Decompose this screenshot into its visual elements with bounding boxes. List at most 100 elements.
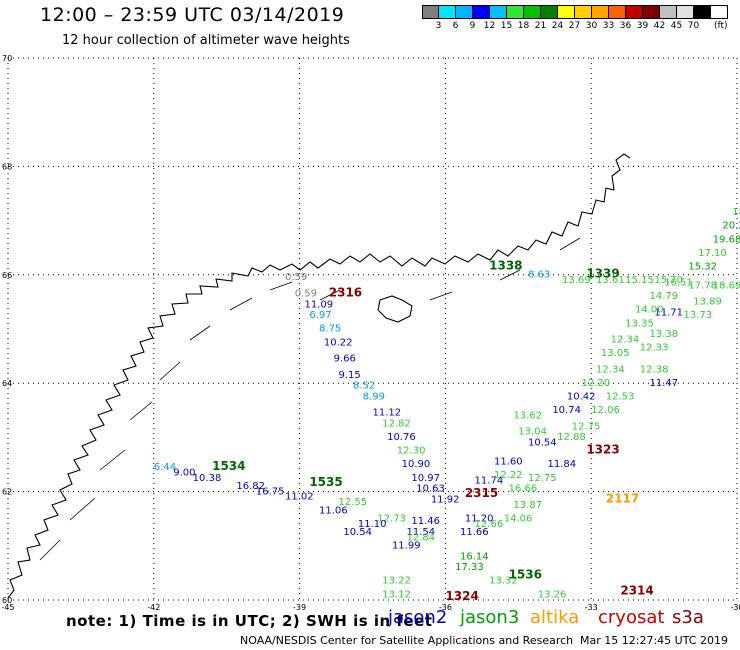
wave-height-value: 13.22 (382, 576, 411, 587)
color-scale-label: 15 (500, 21, 513, 31)
legend-s3a: s3a (672, 607, 704, 628)
wave-height-value: 12.66 (475, 519, 504, 530)
wave-height-value: 13.32 (489, 576, 518, 587)
wave-height-value: 12.22 (494, 470, 523, 481)
wave-height-value: 16.51 (664, 278, 693, 289)
wave-height-value: 12.55 (338, 497, 367, 508)
pass-time-labels: 1338 1339 2316 1534 1535 1323 2315 2117 1536 2314… (212, 258, 654, 603)
lat-tick-label: 60 (2, 596, 12, 605)
wave-height-value: 13.04 (518, 427, 547, 438)
axis-tick-labels: -45 -42 -39 -36 -33 -30 70 68 66 64 62 60 (1, 54, 740, 612)
greenland-coastline (7, 153, 631, 599)
color-scale-label: 24 (551, 21, 564, 31)
wave-height-value: 11.10 (358, 519, 387, 530)
wave-height-value: 10.97 (411, 473, 440, 484)
wave-height-value: 12.20 (581, 378, 610, 389)
color-swatch (643, 5, 660, 19)
wave-height-value: 13.61 (596, 275, 625, 286)
wave-height-value: 13.69 (562, 275, 591, 286)
color-swatch (626, 5, 643, 19)
observation-labels: 0.590.5911.096.978.7510.229.669.158.528.… (154, 207, 740, 600)
wave-height-value: 16.14 (460, 551, 489, 562)
wave-height-value: 12.06 (591, 405, 620, 416)
color-scale-label: 6 (452, 21, 459, 31)
wave-height-value: 10.38 (193, 473, 222, 484)
pass-time-label: 1323 (586, 443, 619, 457)
color-scale-label: 30 (585, 21, 598, 31)
wave-height-value: 17.10 (698, 248, 727, 259)
wave-height-value: 12.38 (640, 364, 669, 375)
wave-height-value: 13.87 (513, 500, 542, 511)
color-scale-label: 36 (619, 21, 632, 31)
wave-height-value: 8.75 (319, 324, 341, 335)
wave-height-value: 10.76 (387, 432, 416, 443)
wave-height-value: 17.78 (688, 280, 717, 291)
lon-tick-label: -39 (293, 603, 306, 612)
chart-title: 12:00 – 23:59 UTC 03/14/2019 (40, 4, 345, 26)
lat-tick-label: 70 (2, 54, 12, 63)
wave-height-value: 15.32 (688, 261, 717, 272)
footer-note: note: 1) Time is in UTC; 2) SWH is in fe… (66, 612, 433, 630)
wave-height-value: 11.99 (392, 541, 421, 552)
wave-height-value: 11.66 (460, 527, 489, 538)
wave-height-value: 12.53 (606, 391, 635, 402)
wave-height-value: 11.71 (654, 307, 683, 318)
wave-height-value: 11.54 (407, 527, 436, 538)
color-scale-label: 45 (670, 21, 683, 31)
wave-height-value: 12.73 (377, 513, 406, 524)
wave-height-value: 12.34 (611, 335, 640, 346)
color-swatch (660, 5, 677, 19)
color-swatch (456, 5, 473, 19)
lat-tick-label: 66 (2, 271, 12, 280)
wave-height-value: 9.66 (334, 354, 356, 365)
pass-time-label: 2314 (620, 584, 653, 598)
wave-height-value: 12.34 (596, 364, 625, 375)
wave-height-value: 8.52 (353, 381, 375, 392)
ammassalik-island (377, 295, 413, 323)
wave-height-value: 10.54 (528, 438, 557, 449)
wave-height-value: 11.12 (373, 408, 402, 419)
timestamp: Mar 15 12:27:45 UTC 2019 (580, 634, 728, 647)
wave-height-value: 12.30 (397, 446, 426, 457)
color-scale-label: 3 (435, 21, 442, 31)
wave-height-value: 8.99 (363, 391, 385, 402)
map-grid (7, 57, 738, 601)
pass-time-label: 2117 (606, 491, 639, 505)
wave-height-value: 13.26 (538, 589, 567, 600)
color-swatch (558, 5, 575, 19)
color-swatch (524, 5, 541, 19)
wave-height-value: 11.06 (319, 505, 348, 516)
wave-height-value: 18.69 (713, 280, 740, 291)
wave-height-value: 13.12 (382, 589, 411, 600)
color-swatch (541, 5, 558, 19)
wave-height-value: 0.59 (285, 272, 307, 283)
wave-height-value: 11.84 (547, 459, 576, 470)
legend-altika: altika (530, 607, 580, 628)
color-swatch (473, 5, 490, 19)
color-scale-label: 33 (602, 21, 615, 31)
wave-height-value: 13.89 (693, 297, 722, 308)
color-swatch (507, 5, 524, 19)
wave-height-value: 11.46 (411, 516, 440, 527)
wave-height-value: 13.38 (650, 329, 679, 340)
wave-height-value: 10.63 (416, 484, 445, 495)
wave-height-value: 16.75 (256, 486, 285, 497)
wave-height-value: 12.82 (382, 419, 411, 430)
lon-tick-label: -45 (1, 603, 14, 612)
color-swatch (490, 5, 507, 19)
chart-subtitle: 12 hour collection of altimeter wave hei… (62, 33, 350, 48)
color-scale-label: 18 (517, 21, 530, 31)
wave-height-value: 19.68 (713, 234, 740, 245)
wave-height-value: 11.09 (304, 299, 333, 310)
pass-time-label: 2315 (465, 486, 498, 500)
wave-height-value: 8.63 (528, 270, 550, 281)
wave-height-value: 20.29 (722, 221, 740, 232)
pass-time-label: 1536 (509, 567, 542, 581)
color-scale-label: 12 (483, 21, 496, 31)
wave-height-value: 12.75 (572, 421, 601, 432)
wave-height-value: 13.35 (625, 318, 654, 329)
wave-height-value: 13.73 (684, 310, 713, 321)
color-scale-label: 70 (687, 21, 700, 31)
wave-height-value: 15.15 (625, 275, 654, 286)
wave-height-value: 18. (732, 207, 740, 218)
